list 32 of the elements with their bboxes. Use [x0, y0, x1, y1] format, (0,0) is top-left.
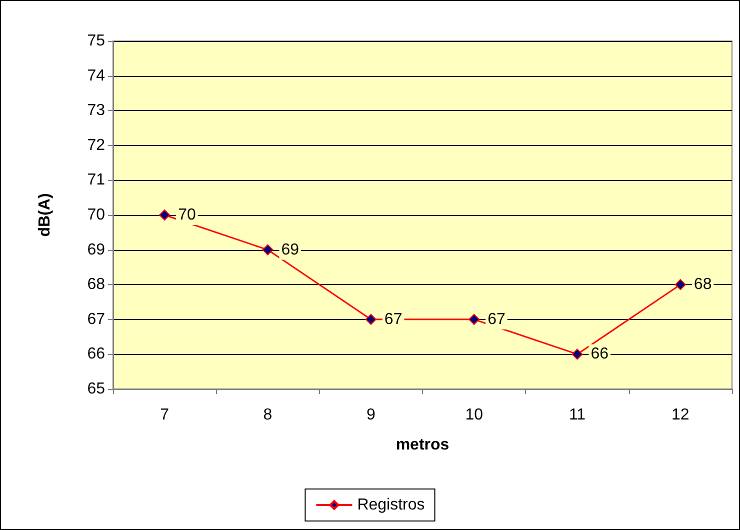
legend-label: Registros — [357, 496, 425, 514]
point — [159, 210, 170, 220]
point — [572, 348, 583, 360]
point — [674, 279, 686, 290]
x-tick-label: 11 — [568, 406, 586, 424]
data-label: 66 — [590, 346, 609, 363]
y-tick-label: 70 — [87, 206, 106, 224]
data-label: 68 — [694, 276, 712, 294]
y-axis-title: dB(A) — [36, 193, 54, 237]
point — [262, 244, 274, 256]
y-tick-label: 73 — [87, 102, 106, 120]
point — [365, 314, 376, 325]
y-tick-label: 72 — [87, 136, 106, 154]
data-label: 67 — [384, 310, 402, 328]
data-label: 67 — [488, 310, 506, 328]
y-tick-label: 75 — [87, 32, 106, 50]
y-tick-label: 68 — [87, 276, 106, 294]
x-axis-title: metros — [396, 436, 450, 454]
x-tick-label: 7 — [160, 406, 170, 424]
data-label: 69 — [281, 241, 300, 258]
y-tick-label: 67 — [87, 310, 106, 328]
y-tick-label: 71 — [87, 172, 106, 189]
x-tick-label: 10 — [465, 406, 484, 424]
y-tick-label: 66 — [87, 346, 106, 363]
data-label: 70 — [178, 206, 196, 224]
x-tick-label: 12 — [672, 406, 690, 424]
point — [468, 314, 480, 325]
x-tick-label: 8 — [263, 406, 272, 424]
y-tick-label: 65 — [87, 380, 106, 398]
y-tick-label: 74 — [87, 67, 106, 84]
y-tick-label: 69 — [87, 241, 106, 258]
x-tick-label: 9 — [366, 406, 376, 424]
